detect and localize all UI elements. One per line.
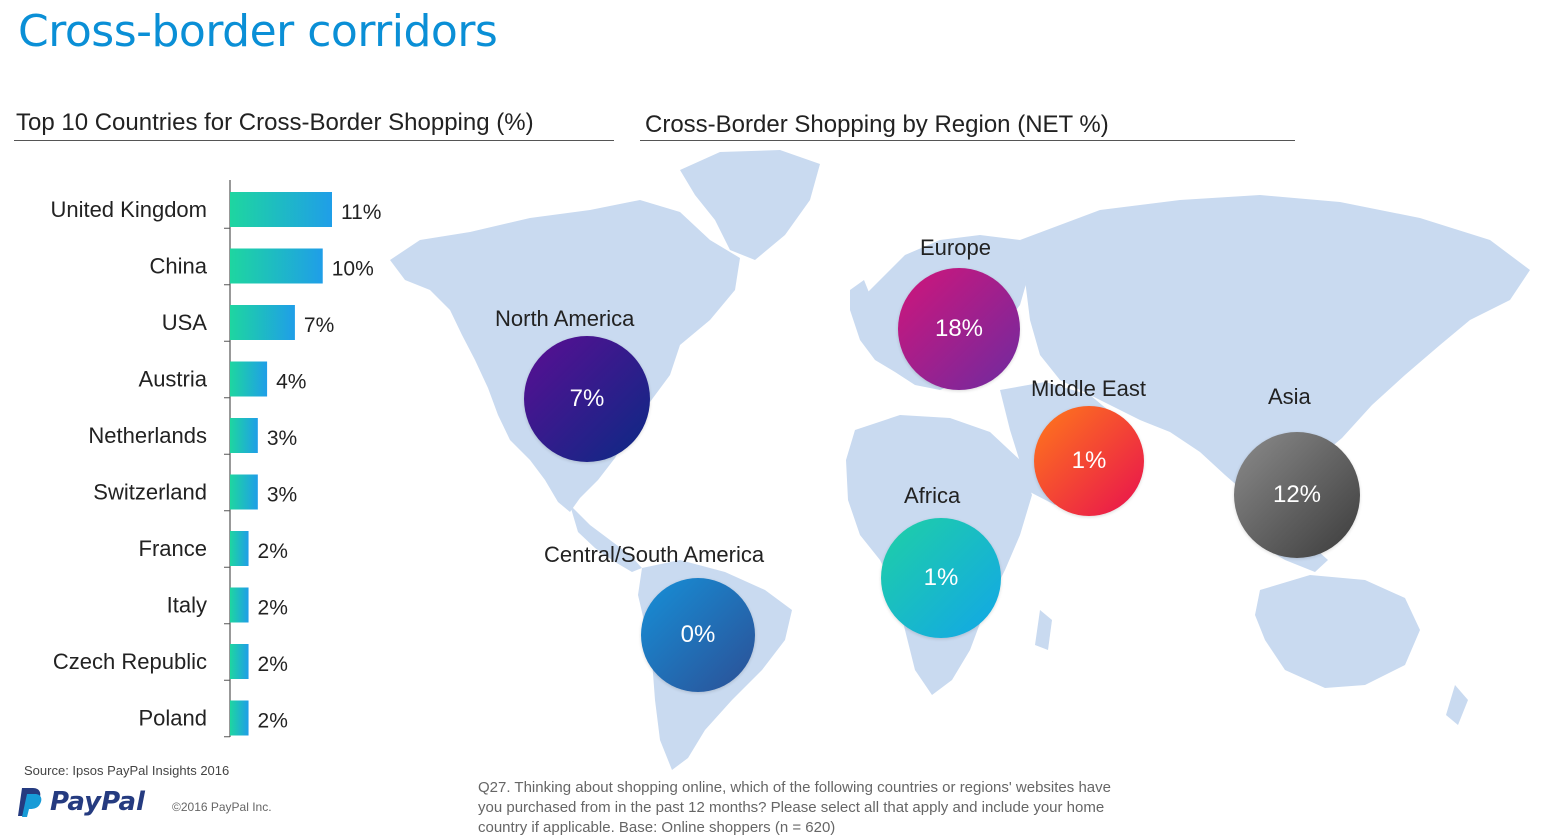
category-label: Switzerland [93, 480, 207, 505]
paypal-wordmark: PayPal [50, 787, 145, 817]
map-chart-title: Cross-Border Shopping by Region (NET %) [645, 111, 1109, 138]
bar-chart-title-rule [14, 140, 614, 141]
bar-netherlands [230, 418, 258, 453]
central-america-shape [570, 505, 642, 572]
bubble-europe: 18% [898, 268, 1020, 390]
bubble-africa: 1% [881, 518, 1001, 638]
bar-poland [230, 700, 249, 736]
region-label-north-america: North America [495, 306, 635, 331]
category-label: United Kingdom [50, 197, 207, 222]
value-label: 2% [258, 653, 288, 676]
value-label: 3% [267, 484, 297, 507]
category-label: Czech Republic [53, 649, 207, 674]
japan-shape [1355, 345, 1385, 402]
source-note: Source: Ipsos PayPal Insights 2016 [24, 763, 230, 778]
uk-shape [850, 280, 872, 318]
copyright-note: ©2016 PayPal Inc. [172, 800, 272, 814]
value-label: 2% [258, 710, 288, 733]
category-label: France [139, 536, 207, 561]
page-title: Cross-border corridors [18, 6, 498, 57]
asia-shape [1020, 195, 1530, 495]
region-label-central-south-america: Central/South America [544, 542, 765, 567]
bar-italy [230, 587, 249, 623]
value-label: 2% [258, 540, 288, 563]
category-label: Austria [139, 367, 208, 392]
category-label: Italy [167, 593, 207, 618]
value-label: 2% [258, 597, 288, 620]
region-label-africa: Africa [904, 483, 961, 508]
country-bar-chart: United Kingdom 11% China 10% USA 7% Austria 4% N… [50, 180, 381, 738]
category-label: China [150, 254, 208, 279]
value-label: 10% [332, 258, 374, 281]
madagascar-shape [1035, 610, 1052, 650]
bubble-north-america: 7% [524, 336, 650, 462]
region-label-europe: Europe [920, 235, 991, 260]
region-label-middle-east: Middle East [1031, 376, 1146, 401]
bar-china [230, 248, 323, 284]
bar-switzerland [230, 474, 258, 510]
bar-chart-title: Top 10 Countries for Cross-Border Shoppi… [16, 109, 534, 136]
value-label: 7% [304, 314, 334, 337]
bar-austria [230, 361, 268, 397]
category-label: USA [162, 310, 208, 335]
bubble-central-south-america: 0% [641, 578, 755, 692]
greenland-shape [680, 150, 820, 260]
bar-czech-republic [230, 644, 249, 679]
paypal-logo: PayPal [16, 786, 145, 818]
region-label-asia: Asia [1268, 384, 1311, 409]
new-zealand-shape [1446, 685, 1468, 725]
bar-united-kingdom [230, 192, 332, 227]
value-label: 4% [276, 371, 306, 394]
category-label: Poland [138, 706, 207, 731]
australia-shape [1255, 575, 1420, 688]
bubble-middle-east: 1% [1034, 406, 1144, 516]
category-label: Netherlands [88, 423, 207, 448]
map-chart-title-rule [640, 140, 1295, 141]
bar-usa [230, 305, 295, 340]
bar-france [230, 531, 249, 566]
paypal-p-icon [18, 788, 42, 817]
bubble-asia: 12% [1234, 432, 1360, 558]
value-label: 11% [341, 201, 381, 224]
survey-question-note: Q27. Thinking about shopping online, whi… [478, 779, 1111, 836]
value-label: 3% [267, 427, 297, 450]
